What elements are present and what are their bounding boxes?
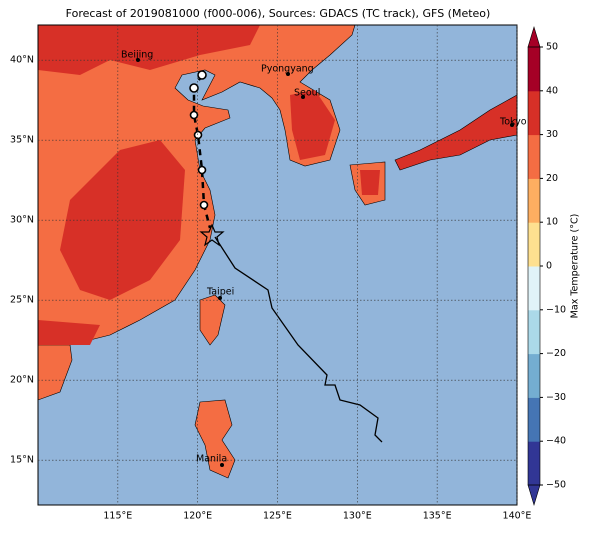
colorbar-tick-label: −20 [546,348,566,359]
lat-tick-label: 25°N [10,295,34,306]
colorbar-tick-label: 50 [546,42,558,53]
colorbar-band [528,47,540,92]
colorbar: −50 −40 −30 −20 −10 0 10 20 30 40 50 [527,25,566,507]
tc-star [199,223,225,247]
colorbar-extend-bottom [527,484,541,507]
colorbar-label: Max Temperature (°C) [570,214,581,319]
colorbar-band [528,178,540,223]
hot-zones [38,25,380,345]
colorbar-tick-label: 20 [546,173,558,184]
tc-positions [189,70,209,210]
city-label: Manila [196,454,227,465]
colorbar-band [528,266,540,311]
colorbar-tick-label: −30 [546,392,566,403]
lon-tick-label: 135°E [423,511,452,522]
colorbar-tick-label: −40 [546,436,566,447]
city-dot [218,296,222,300]
title: Forecast of 2019081000 (f000-006), Sourc… [66,7,491,20]
lon-tick-label: 140°E [503,511,532,522]
colorbar-extend-top [527,25,541,48]
colorbar-band [528,441,540,486]
colorbar-tick-label: 0 [546,261,552,272]
city-dot [301,95,305,99]
tc-track [214,236,383,443]
city-label: Beijing [121,50,153,61]
colorbar-band [528,134,540,179]
colorbar-tick-label: 10 [546,217,558,228]
colorbar-tick-label: 40 [546,85,558,96]
colorbar-tick-label: 30 [546,129,558,140]
city-dot [136,58,140,62]
colorbar-band [528,90,540,136]
colorbar-band [528,353,540,398]
city-label: Taipei [206,287,234,298]
colorbar-band [528,309,540,355]
colorbar-tick-label: −10 [546,304,566,315]
lon-tick-label: 115°E [103,511,132,522]
lat-tick-label: 40°N [10,55,34,66]
lat-tick-label: 35°N [10,135,34,146]
city-label: Pyongyang [261,64,314,75]
colorbar-tick-label: −50 [546,480,566,491]
lat-tick-label: 30°N [10,215,34,226]
lat-tick-label: 15°N [10,455,34,466]
colorbar-band [528,397,540,442]
lat-tick-label: 20°N [10,375,34,386]
lon-tick-label: 120°E [183,511,212,522]
city-dot [286,72,290,76]
colorbar-band [528,222,540,267]
lon-tick-label: 130°E [343,511,372,522]
city-dot [510,123,514,127]
lon-tick-label: 125°E [263,511,292,522]
city-label: Seoul [294,88,320,99]
city-label: Tokyo [499,117,527,128]
city-dot [220,463,224,467]
